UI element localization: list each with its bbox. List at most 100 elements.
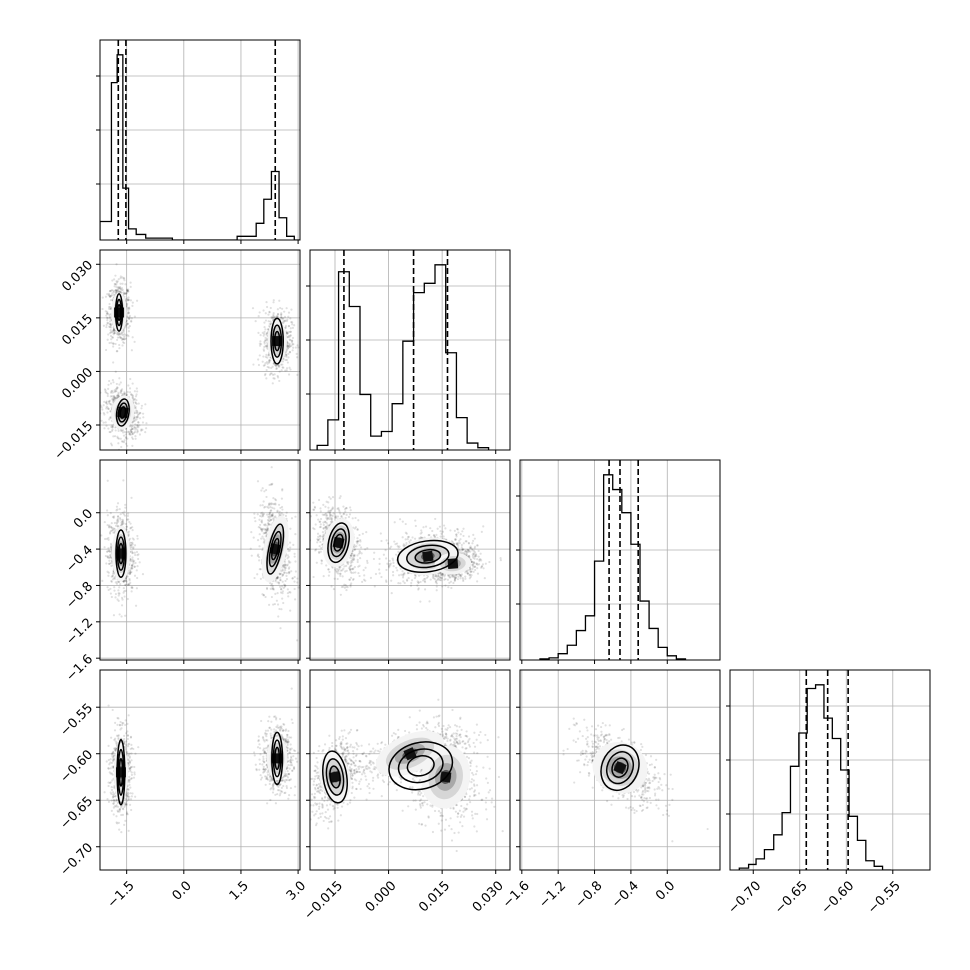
sample-point <box>129 571 132 574</box>
sample-point <box>398 518 402 521</box>
sample-point <box>135 587 139 590</box>
sample-point <box>111 279 114 282</box>
sample-point <box>270 595 274 599</box>
sample-point <box>291 321 294 324</box>
sample-point <box>129 377 132 381</box>
sample-point <box>128 577 131 581</box>
sample-point <box>332 512 335 515</box>
sample-point <box>109 395 112 398</box>
contour-line <box>119 406 127 419</box>
sample-point <box>107 588 110 592</box>
sample-point <box>434 578 437 581</box>
sample-point <box>349 506 352 509</box>
sample-point <box>113 278 116 281</box>
sample-point <box>130 590 133 593</box>
sample-point <box>422 526 425 529</box>
sample-point <box>358 544 361 547</box>
sample-point <box>288 342 291 345</box>
sample-point <box>106 338 109 341</box>
sample-point <box>328 511 331 515</box>
sample-point <box>462 534 465 538</box>
sample-point <box>131 586 134 590</box>
sample-point <box>365 531 368 534</box>
sample-point <box>127 384 130 387</box>
panel-1-1 <box>306 249 511 454</box>
sample-point <box>101 408 104 411</box>
sample-point <box>110 544 113 547</box>
sample-point <box>274 580 277 583</box>
sample-point <box>262 349 266 352</box>
sample-point <box>127 290 130 293</box>
sample-point <box>329 520 332 523</box>
sample-point <box>108 313 111 316</box>
sample-point <box>390 545 393 548</box>
sample-point <box>334 515 338 518</box>
sample-point <box>130 349 133 352</box>
sample-point <box>250 530 253 534</box>
sample-point <box>106 556 109 559</box>
sample-point <box>474 565 477 569</box>
sample-point <box>402 543 405 546</box>
sample-point <box>115 522 119 525</box>
sample-point <box>261 548 264 552</box>
sample-point <box>468 577 471 580</box>
sample-point <box>289 334 292 337</box>
sample-point <box>134 416 137 419</box>
sample-point <box>441 572 444 576</box>
panel-0-0 <box>96 39 301 244</box>
sample-point <box>117 592 120 595</box>
sample-point <box>282 366 285 369</box>
sample-point <box>260 489 263 492</box>
sample-point <box>111 515 115 519</box>
sample-point <box>127 533 130 536</box>
sample-point <box>471 553 474 556</box>
sample-point <box>122 338 126 341</box>
sample-point <box>109 323 112 326</box>
sample-point <box>118 290 121 293</box>
sample-point <box>273 602 276 606</box>
sample-point <box>471 555 474 558</box>
sample-point <box>321 537 325 541</box>
sample-point <box>414 575 417 578</box>
sample-point <box>134 437 137 440</box>
sample-point <box>266 524 269 527</box>
sample-point <box>353 548 357 551</box>
sample-point <box>281 580 284 583</box>
sample-point <box>342 505 345 508</box>
sample-point <box>287 559 290 563</box>
sample-point <box>112 329 116 332</box>
sample-point <box>272 301 275 304</box>
sample-point <box>114 342 117 346</box>
sample-point <box>449 529 452 532</box>
sample-point <box>406 536 410 539</box>
sample-point <box>107 536 110 540</box>
sample-point <box>462 552 465 555</box>
sample-point <box>414 524 417 528</box>
sample-point <box>118 285 122 289</box>
sample-point <box>127 326 130 329</box>
sample-point <box>275 576 279 579</box>
sample-point <box>401 576 405 579</box>
sample-point <box>268 360 271 363</box>
sample-point <box>288 343 291 346</box>
sample-point <box>285 358 288 362</box>
sample-point <box>352 571 355 574</box>
sample-point <box>122 434 126 437</box>
sample-point <box>258 568 261 571</box>
sample-point <box>439 576 443 580</box>
sample-point <box>312 575 315 579</box>
sample-point <box>471 563 474 566</box>
sample-point <box>288 566 291 569</box>
sample-point <box>341 575 344 578</box>
sample-point <box>279 513 282 516</box>
sample-point <box>276 581 279 584</box>
sample-point <box>118 507 121 511</box>
contour-line <box>116 536 126 571</box>
sample-point <box>466 551 469 554</box>
sample-point <box>104 554 107 558</box>
sample-point <box>122 586 125 590</box>
sample-point <box>360 546 363 549</box>
sample-point <box>279 578 282 582</box>
sample-point <box>111 397 114 401</box>
sample-point <box>351 568 354 571</box>
